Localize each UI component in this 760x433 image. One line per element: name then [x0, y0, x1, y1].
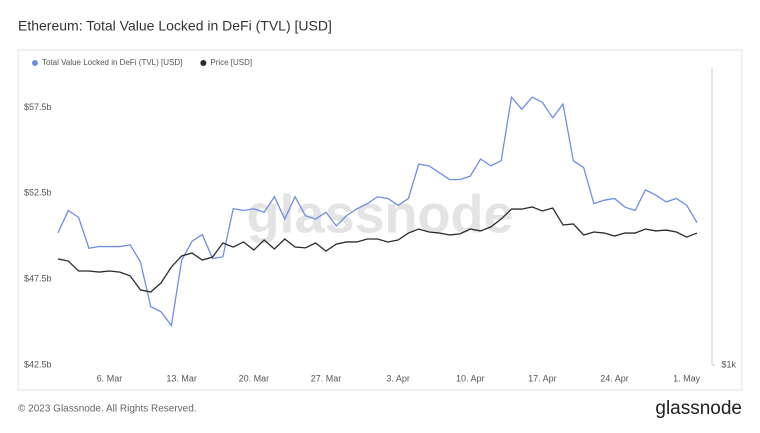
- chart-frame: [17, 49, 743, 391]
- x-tick-label: 10. Apr: [456, 373, 485, 383]
- y-tick-label: $52.5b: [24, 188, 52, 198]
- x-tick-label: 6. Mar: [97, 373, 123, 383]
- x-tick-label: 17. Apr: [528, 373, 557, 383]
- y-tick-label: $57.5b: [24, 102, 52, 112]
- y2-tick-label: $1k: [721, 359, 736, 369]
- legend-marker: [200, 60, 207, 66]
- series-line: [57, 206, 698, 293]
- copyright: © 2023 Glassnode. All Rights Reserved.: [18, 404, 197, 415]
- watermark: glassnode: [246, 184, 513, 244]
- logo: glassnode: [655, 398, 742, 419]
- x-tick-label: 27. Mar: [311, 373, 342, 383]
- series-line: [57, 95, 698, 328]
- x-tick-label: 24. Apr: [600, 373, 629, 383]
- legend-label: Price [USD]: [210, 58, 252, 67]
- x-tick-label: 20. Mar: [239, 373, 270, 383]
- y-tick-label: $42.5b: [24, 359, 52, 369]
- legend-marker: [32, 60, 38, 66]
- x-tick-label: 13. Mar: [166, 373, 197, 383]
- x-tick-label: 3. Apr: [386, 373, 410, 383]
- legend-label: Total Value Locked in DeFi (TVL) [USD]: [42, 58, 182, 67]
- chart-title: Ethereum: Total Value Locked in DeFi (TV…: [18, 18, 332, 34]
- y-tick-label: $47.5b: [24, 274, 52, 284]
- x-tick-label: 1. May: [673, 373, 701, 383]
